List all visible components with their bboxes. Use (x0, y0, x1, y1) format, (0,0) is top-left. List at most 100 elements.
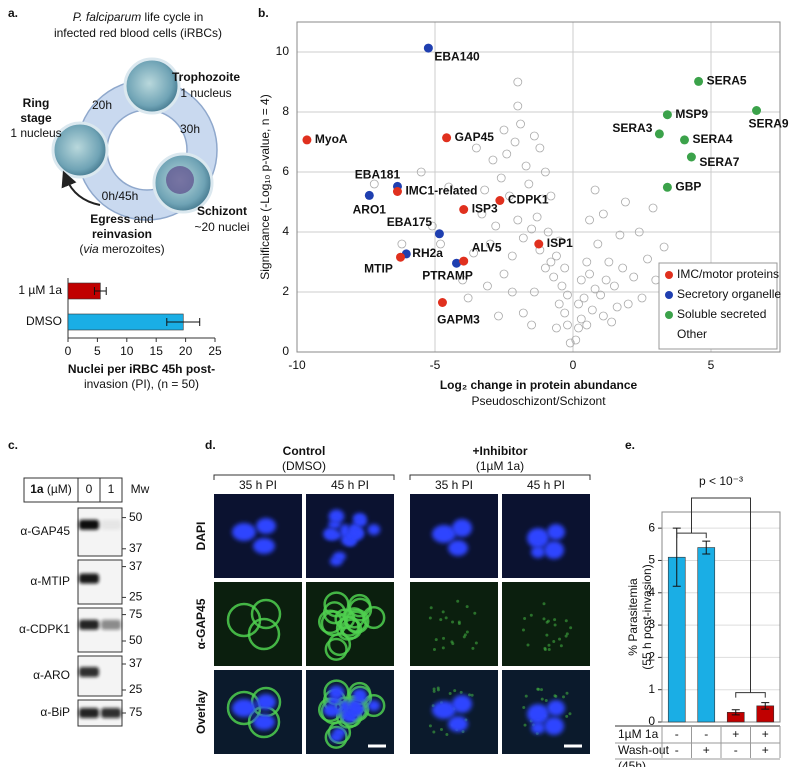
point-other (518, 233, 528, 243)
point-other (416, 167, 426, 177)
point-other (516, 119, 525, 129)
y-tick-label: 6 (648, 520, 655, 534)
point (434, 229, 444, 239)
point-other (513, 215, 523, 225)
gap45-speckle (529, 613, 533, 617)
gap45-speckle (565, 691, 569, 695)
point-other (552, 251, 561, 261)
column-label: 35 h PI (239, 478, 277, 492)
dapi-stain (432, 701, 456, 719)
point-other (499, 269, 509, 279)
duration: 20h (92, 98, 112, 112)
gap45-speckle (451, 620, 455, 624)
gap45-stain (327, 720, 352, 745)
x-axis-label: Pseudoschizont/Schizont (471, 394, 606, 408)
gap45-speckle (432, 687, 436, 691)
point-other (571, 335, 581, 345)
blot-frame (77, 507, 123, 557)
point-other (397, 239, 407, 249)
micrograph (214, 670, 302, 754)
dapi-stain (328, 520, 341, 530)
point-other (502, 149, 512, 159)
point-label: GBP (675, 179, 701, 193)
group-title: +Inhibitor (473, 444, 528, 458)
point-other (659, 242, 669, 252)
point-other (369, 179, 379, 189)
point-other (496, 173, 506, 183)
stage-name: stage (20, 111, 52, 125)
y-tick-label: 2 (648, 650, 655, 664)
point-other (480, 185, 490, 195)
dapi-stain (448, 540, 468, 556)
dapi-stain (328, 696, 341, 706)
x-axis-label: Log₂ change in protein abundance (440, 378, 638, 392)
dapi-stain (341, 535, 356, 546)
dapi-stain (323, 527, 338, 540)
point-label: ALV5 (472, 240, 502, 254)
point-other (643, 254, 652, 264)
point-other (585, 269, 594, 279)
point (654, 129, 664, 139)
dapi-stain (544, 541, 564, 559)
gap45-speckle (542, 617, 546, 621)
point-other (615, 230, 625, 240)
point-other (524, 179, 534, 189)
antibody-label: α-GAP45 (20, 524, 70, 538)
point-other (623, 299, 633, 309)
point-other (576, 275, 586, 285)
y-tick-label: 1 (648, 682, 655, 696)
lifecycle-title: P. falciparum life cycle in (73, 10, 204, 24)
dapi-stain (527, 528, 549, 548)
gap45-speckle (545, 620, 549, 624)
gap45-speckle (523, 616, 527, 620)
group-subtitle: (DMSO) (282, 459, 326, 473)
dapi-stain (341, 711, 356, 722)
y-tick-label: 8 (282, 104, 289, 118)
gap45-speckle (453, 689, 457, 693)
point (302, 135, 312, 145)
condition-value: + (762, 743, 769, 757)
gap45-speckle (439, 728, 443, 732)
gap45-stain (344, 608, 370, 634)
point-other (576, 314, 586, 324)
error-bar (93, 287, 107, 295)
point (534, 239, 544, 249)
gap45-speckle (432, 689, 436, 693)
mw-marker: 37 (129, 656, 143, 670)
gap45-stain (362, 606, 386, 630)
point-label: ARO1 (353, 203, 387, 217)
point-other (541, 263, 550, 273)
gap45-speckle (553, 623, 557, 627)
dapi-stain (432, 525, 456, 543)
row-label: α-GAP45 (194, 598, 208, 649)
point (423, 43, 433, 53)
point (452, 258, 462, 268)
blot-band (79, 708, 99, 718)
x-tick-label: 10 (120, 344, 134, 358)
gap45-speckle (459, 690, 463, 694)
dapi-stain (452, 695, 472, 713)
gap45-speckle (542, 602, 546, 606)
lifecycle-title: infected red blood cells (iRBCs) (54, 26, 222, 40)
blot-band (79, 519, 99, 530)
dapi-stain (367, 524, 381, 536)
point (686, 152, 696, 162)
x-tick-label: 0 (65, 344, 72, 358)
dapi-stain (339, 524, 351, 538)
dapi-stain (349, 527, 365, 540)
gap45-speckle (470, 693, 474, 697)
dapi-stain (367, 700, 381, 712)
gap45-speckle (543, 648, 547, 652)
point-other (585, 215, 594, 225)
gap45-speckle (565, 632, 569, 636)
panel-label: d. (205, 438, 216, 452)
gap45-speckle (521, 628, 525, 632)
micrograph-bg (410, 582, 498, 666)
gap45-speckle (471, 646, 475, 650)
dapi-stain (232, 699, 256, 717)
mw-marker: 50 (129, 510, 143, 524)
blot-band (101, 708, 121, 718)
schizont-nuclei (166, 166, 194, 194)
panel-label: c. (8, 438, 18, 452)
point-label: PTRAMP (422, 268, 473, 282)
